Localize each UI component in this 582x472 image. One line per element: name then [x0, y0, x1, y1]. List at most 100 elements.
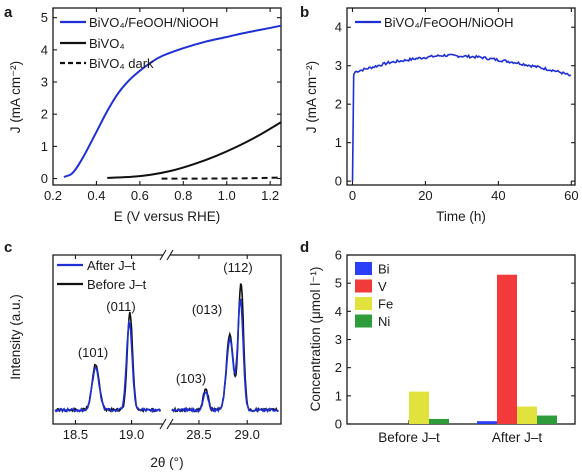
panel-c-left-xtick-label-1: 19.0: [119, 427, 144, 442]
panel-d-ytick-label-2: 2: [335, 360, 342, 375]
series-a-2-line: [161, 176, 282, 180]
panel-d-ticks: 0 1 2 3 4 5 6 Before J–t After J–t: [335, 248, 575, 445]
panel-d-bars: [409, 274, 557, 424]
bar-bi-1: [477, 421, 497, 424]
legend-d-swatch-1: [355, 279, 372, 293]
panel-d-ytick-label-1: 1: [335, 388, 342, 403]
series-c-after-line-right: [171, 298, 279, 414]
panel-a-ytick-label-2: 2: [41, 107, 48, 122]
panel-c-left-xtick-label-0: 18.5: [63, 427, 88, 442]
series-c-before-line-left: [54, 311, 162, 413]
panel-b-ylabel: J (mA cm⁻²): [304, 61, 319, 133]
peak-label-112: (112): [223, 260, 252, 275]
panel-b-ytick-label-4: 4: [335, 20, 342, 35]
series-a-0-line: [63, 24, 282, 178]
peak-label-103: (103): [176, 371, 206, 386]
panel-a-series: [63, 24, 282, 180]
panel-c-right-xtick-label-0: 28.5: [186, 427, 211, 442]
panel-a-ytick-label-0: 0: [41, 171, 48, 186]
legend-d-swatch-2: [355, 297, 372, 310]
panel-a-xtick-label-2: 0.6: [131, 188, 149, 203]
panel-d-ylabel: Concentration (μmol l⁻¹): [308, 267, 323, 412]
panel-a-xtick-label-1: 0.4: [87, 188, 105, 203]
panel-a-ytick-label-5: 5: [41, 10, 48, 25]
series-c-before-line-right: [171, 283, 279, 414]
panel-a-ticks: 0.2 0.4 0.6 0.8 1.0 1.2 0 1 2 3 4 5: [41, 8, 281, 203]
panel-c-xlabel: 2θ (°): [150, 455, 183, 470]
panel-a-xtick-label-3: 0.8: [174, 188, 192, 203]
axis-break-mark-3: [166, 418, 174, 430]
panel-c-frame-left: [52, 254, 163, 425]
peak-label-013: (013): [192, 302, 222, 317]
panel-b-ytick-label-3: 3: [335, 58, 342, 73]
panel-b-xtick-label-1: 20: [418, 188, 432, 203]
legend-c-label-1: Before J–t: [87, 277, 147, 292]
series-b-0-line: [351, 53, 572, 182]
panel-a-ytick-label-3: 3: [41, 75, 48, 90]
panel-d-label: d: [300, 239, 309, 256]
panel-d-ytick-label-5: 5: [335, 276, 342, 291]
panel-b-frame: [346, 7, 576, 186]
peak-label-101: (101): [78, 345, 108, 360]
panel-c-label: c: [4, 239, 12, 256]
panel-c-frame-right: [170, 254, 282, 425]
bar-v-1: [497, 274, 517, 424]
bar-ni-1: [537, 415, 557, 424]
legend-c-label-0: After J–t: [87, 258, 136, 273]
panel-d-ytick-label-3: 3: [335, 332, 342, 347]
legend-a-label-0: BiVO₄/FeOOH/NiOOH: [89, 15, 219, 30]
panel-b-label: b: [300, 4, 309, 21]
panel-a-frame: [52, 7, 282, 186]
panel-a-legend: BiVO₄/FeOOH/NiOOH BiVO₄ BiVO₄ dark: [60, 15, 219, 71]
legend-a-label-1: BiVO₄: [89, 36, 125, 51]
panel-b-xlabel: Time (h): [436, 209, 486, 224]
panel-a: a 0.2 0.4 0.6 0.8 1.0 1.2 0 1 2 3 4 5 BiVO₄/FeOOH/N…: [4, 4, 282, 224]
legend-d-swatch-3: [355, 314, 372, 328]
legend-d-swatch-0: [355, 262, 372, 275]
panel-a-label: a: [4, 4, 13, 21]
legend-a-label-2: BiVO₄ dark: [89, 56, 154, 71]
legend-d-label-1: V: [378, 279, 387, 294]
panel-d-category-label-0: Before J–t: [378, 430, 440, 445]
legend-d-label-2: Fe: [378, 297, 393, 312]
bar-fe-0: [409, 391, 429, 424]
panel-a-xlabel: E (V versus RHE): [114, 209, 221, 224]
panel-c: c 18.5 19.0 28.5 29.0 After J–t Before J–t …: [4, 239, 282, 470]
panel-b-ytick-label-0: 0: [335, 174, 342, 189]
legend-d-label-0: Bi: [378, 262, 390, 277]
axis-break-mark-2: [159, 418, 167, 430]
panel-c-series: [54, 283, 279, 414]
series-c-after-line-left: [54, 319, 161, 414]
panel-b-xtick-label-3: 60: [564, 188, 578, 203]
peak-label-011: (011): [106, 299, 135, 314]
panel-a-xtick-label-0: 0.2: [44, 188, 62, 203]
panel-b-xtick-label-0: 0: [349, 188, 356, 203]
panel-a-xtick-label-5: 1.2: [261, 188, 279, 203]
panel-c-legend: After J–t Before J–t: [57, 258, 147, 292]
panel-a-ytick-label-4: 4: [41, 42, 48, 57]
panel-b-ticks: 0 20 40 60 0 1 2 3 4: [335, 8, 579, 203]
panel-b-ytick-label-2: 2: [335, 97, 342, 112]
panel-d-ytick-label-6: 6: [335, 248, 342, 263]
legend-d-label-3: Ni: [378, 314, 390, 329]
panel-b-legend: BiVO₄/FeOOH/NiOOH: [355, 15, 514, 30]
panel-d-legend: Bi V Fe Ni: [355, 262, 393, 329]
panel-d-ytick-label-0: 0: [335, 417, 342, 432]
panel-d-category-label-1: After J–t: [492, 430, 543, 445]
bar-ni-0: [429, 418, 449, 424]
panel-a-ytick-label-1: 1: [41, 139, 48, 154]
panel-b-ytick-label-1: 1: [335, 135, 342, 150]
axis-break-mark-0: [159, 249, 167, 261]
panel-a-ylabel: J (mA cm⁻²): [8, 61, 23, 133]
panel-b-series: [351, 53, 572, 182]
axis-break-mark-1: [166, 249, 174, 261]
series-a-1-line: [107, 121, 282, 179]
panel-b: b 0 20 40 60 0 1 2 3 4 BiVO₄/FeOOH/NiOOH Time (h…: [300, 4, 579, 224]
panel-c-peak-labels: (101) (011) (103) (013) (112): [78, 260, 253, 386]
panel-c-ticks: 18.5 19.0 28.5 29.0: [63, 255, 260, 442]
panel-c-right-xtick-label-1: 29.0: [235, 427, 260, 442]
bar-fe-1: [517, 406, 537, 424]
panel-d-ytick-label-4: 4: [335, 304, 342, 319]
panel-c-frame: [52, 249, 282, 430]
